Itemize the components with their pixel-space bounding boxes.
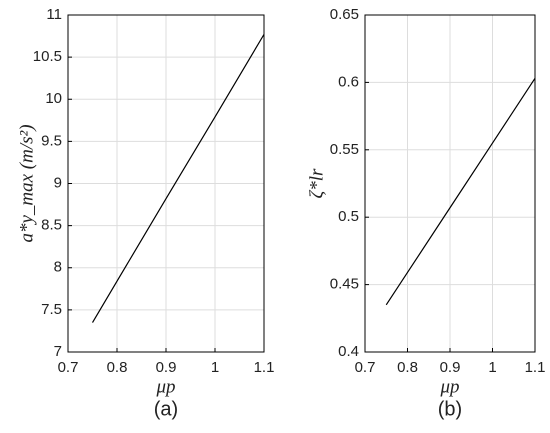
y-tick-label: 0.45 [330, 276, 359, 293]
plot-frame [364, 14, 536, 353]
y-tick-label: 9.5 [41, 132, 62, 149]
x-tick-label: 1 [488, 359, 496, 376]
y-tick-label: 7.5 [41, 301, 62, 318]
x-tick-label: 1.1 [525, 359, 546, 376]
x-tick-label: 0.9 [440, 359, 461, 376]
plot-frame [67, 14, 265, 353]
subplot-caption: (b) [438, 398, 462, 420]
x-tick-label: 0.7 [355, 359, 376, 376]
y-tick-label: 0.6 [338, 73, 359, 90]
y-tick-label: 0.5 [338, 208, 359, 225]
y-tick-label: 9 [54, 174, 62, 191]
y-axis-label: a*y_max (m/s²) [16, 124, 37, 242]
x-axis-label: μp [439, 376, 459, 397]
x-tick-label: 1.1 [254, 359, 275, 376]
y-axis-label: ζ*lr [306, 168, 327, 198]
data-line [91, 34, 265, 323]
x-tick-label: 0.8 [107, 359, 128, 376]
y-tick-label: 0.55 [330, 141, 359, 158]
y-tick-label: 10 [45, 90, 62, 107]
y-tick-label: 11 [46, 6, 62, 23]
y-tick-label: 0.65 [330, 6, 359, 23]
x-tick-label: 0.8 [397, 359, 418, 376]
subplot-caption: (a) [154, 398, 178, 420]
y-tick-label: 0.4 [338, 343, 359, 360]
y-tick-label: 7 [54, 343, 62, 360]
x-axis-label: μp [155, 376, 175, 397]
y-tick-label: 8 [54, 259, 62, 276]
x-tick-label: 1 [211, 359, 219, 376]
x-tick-label: 0.9 [156, 359, 177, 376]
x-tick-label: 0.7 [58, 359, 79, 376]
data-line [385, 78, 536, 306]
y-tick-label: 8.5 [41, 217, 62, 234]
y-tick-label: 10.5 [33, 48, 62, 65]
